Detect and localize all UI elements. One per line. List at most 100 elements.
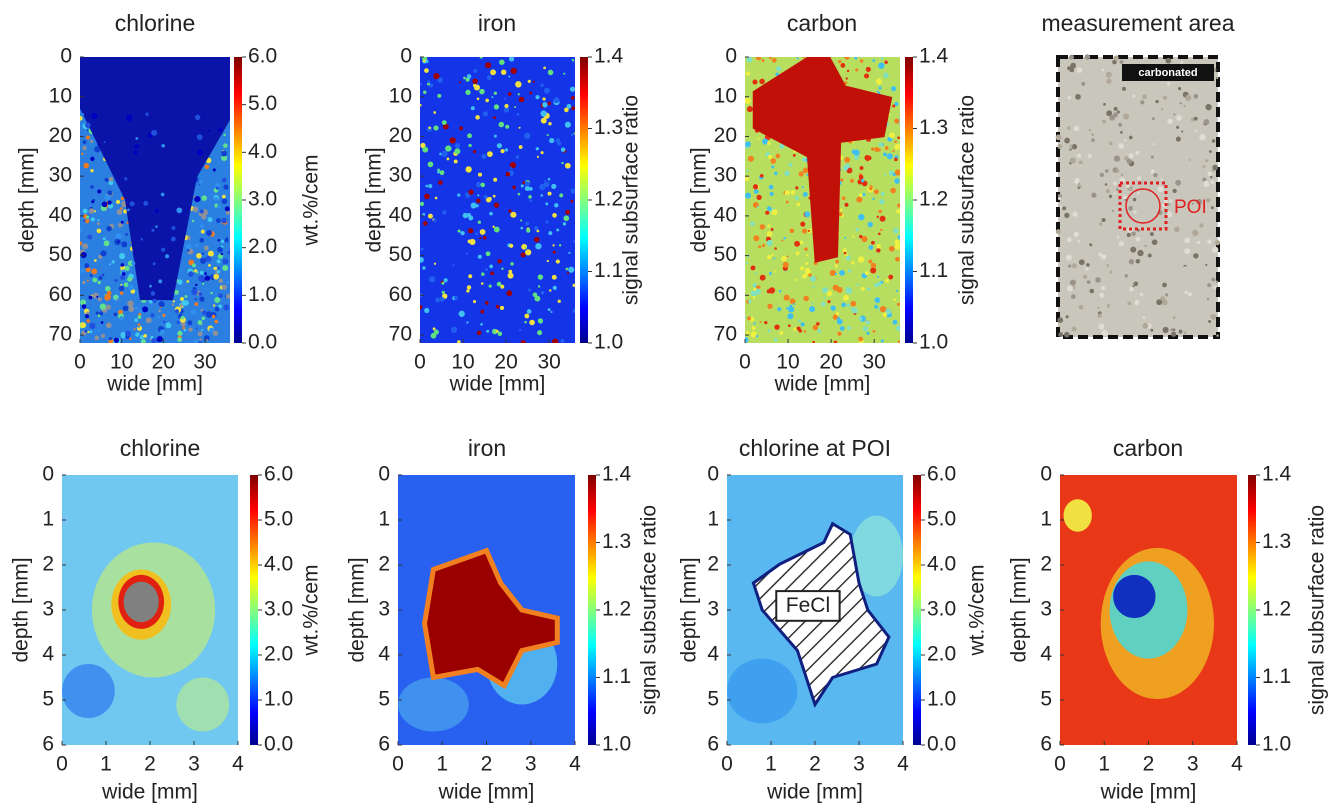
speck (1066, 254, 1072, 261)
speck (455, 295, 458, 298)
speck (433, 329, 439, 335)
panel: 0 10 20 30 0 10 20 30 40 50 60 70 wide [mm] depth [mm… (688, 45, 979, 396)
speck (99, 303, 107, 310)
speck (497, 331, 503, 337)
speck (82, 208, 88, 214)
speck (752, 184, 759, 190)
speck (104, 293, 111, 301)
speck (518, 96, 525, 103)
speck (1142, 316, 1146, 319)
speck (1066, 237, 1072, 243)
speck (433, 125, 439, 131)
speck (1088, 128, 1092, 132)
colorbar-tick-label: 1.0 (602, 733, 631, 756)
speck (165, 322, 172, 329)
speck (528, 186, 533, 191)
speck (1101, 218, 1106, 223)
speck (1210, 180, 1215, 184)
speck (846, 69, 850, 73)
speck (149, 284, 152, 288)
speck (203, 245, 209, 251)
x-tick-label: 20 (152, 351, 175, 374)
speck (876, 215, 879, 219)
speck (888, 170, 895, 176)
speck (564, 162, 571, 169)
x-axis-label: wide [mm] (774, 373, 871, 396)
speck (745, 176, 750, 182)
speck (540, 83, 544, 88)
speck (535, 243, 542, 250)
speck (890, 86, 897, 92)
colorbar-label: wt.%/cem (300, 154, 323, 246)
speck (771, 57, 777, 63)
speck (439, 152, 442, 156)
colorbar-tick-label: 3.0 (248, 188, 277, 211)
speck (798, 329, 802, 333)
speck (1113, 106, 1118, 111)
speck (1165, 57, 1172, 64)
speck (798, 171, 804, 177)
speck (215, 218, 221, 223)
speck (535, 147, 539, 151)
speck (1151, 117, 1155, 121)
speck (897, 203, 900, 208)
region (1113, 574, 1156, 619)
speck (214, 319, 219, 324)
speck (867, 287, 871, 291)
colorbar-tick-label: 3.0 (264, 598, 293, 621)
x-tick-label: 3 (853, 753, 865, 776)
speck (816, 322, 820, 326)
x-tick-label: 1 (765, 753, 777, 776)
speck (756, 206, 759, 209)
speck (225, 210, 230, 215)
speck (1109, 270, 1113, 274)
speck (1112, 59, 1117, 65)
heatmap (62, 475, 238, 745)
speck (191, 288, 198, 296)
speck (507, 272, 514, 279)
y-tick-label: 6 (42, 733, 54, 756)
colorbar-tick-label: 1.0 (919, 331, 948, 354)
speck (465, 252, 469, 255)
speck (182, 326, 186, 330)
colorbar-tick-label: 4.0 (264, 553, 293, 576)
speck (1086, 263, 1090, 267)
speck (1180, 61, 1184, 64)
speck (560, 339, 565, 343)
speck (550, 310, 553, 313)
speck (134, 289, 138, 293)
speck (120, 275, 125, 280)
speck (1187, 291, 1193, 297)
speck (1129, 135, 1133, 140)
speck (843, 81, 848, 85)
speck (1209, 175, 1213, 179)
speck (1133, 210, 1137, 214)
label-box (1122, 64, 1214, 81)
speck (870, 262, 877, 269)
poi-box (1118, 181, 1168, 231)
speck (134, 306, 139, 310)
speck (100, 250, 107, 257)
speck (113, 337, 120, 343)
speck (876, 90, 879, 93)
speck (429, 83, 434, 88)
speck (176, 207, 183, 214)
speck (221, 217, 227, 224)
speck (1193, 94, 1199, 99)
speck (500, 69, 507, 75)
speck (1134, 300, 1140, 306)
speck (894, 140, 897, 143)
speck (496, 143, 502, 149)
speck (837, 331, 842, 336)
speck (854, 57, 858, 60)
x-axis-label: wide [mm] (1100, 781, 1197, 804)
speck (125, 114, 133, 122)
speck (480, 282, 484, 285)
speck (572, 308, 575, 314)
speck (510, 262, 514, 266)
speck (1212, 164, 1218, 171)
x-tick-label: 4 (1231, 753, 1243, 776)
speck (1098, 323, 1105, 330)
speck (807, 229, 810, 232)
speck (151, 338, 157, 343)
